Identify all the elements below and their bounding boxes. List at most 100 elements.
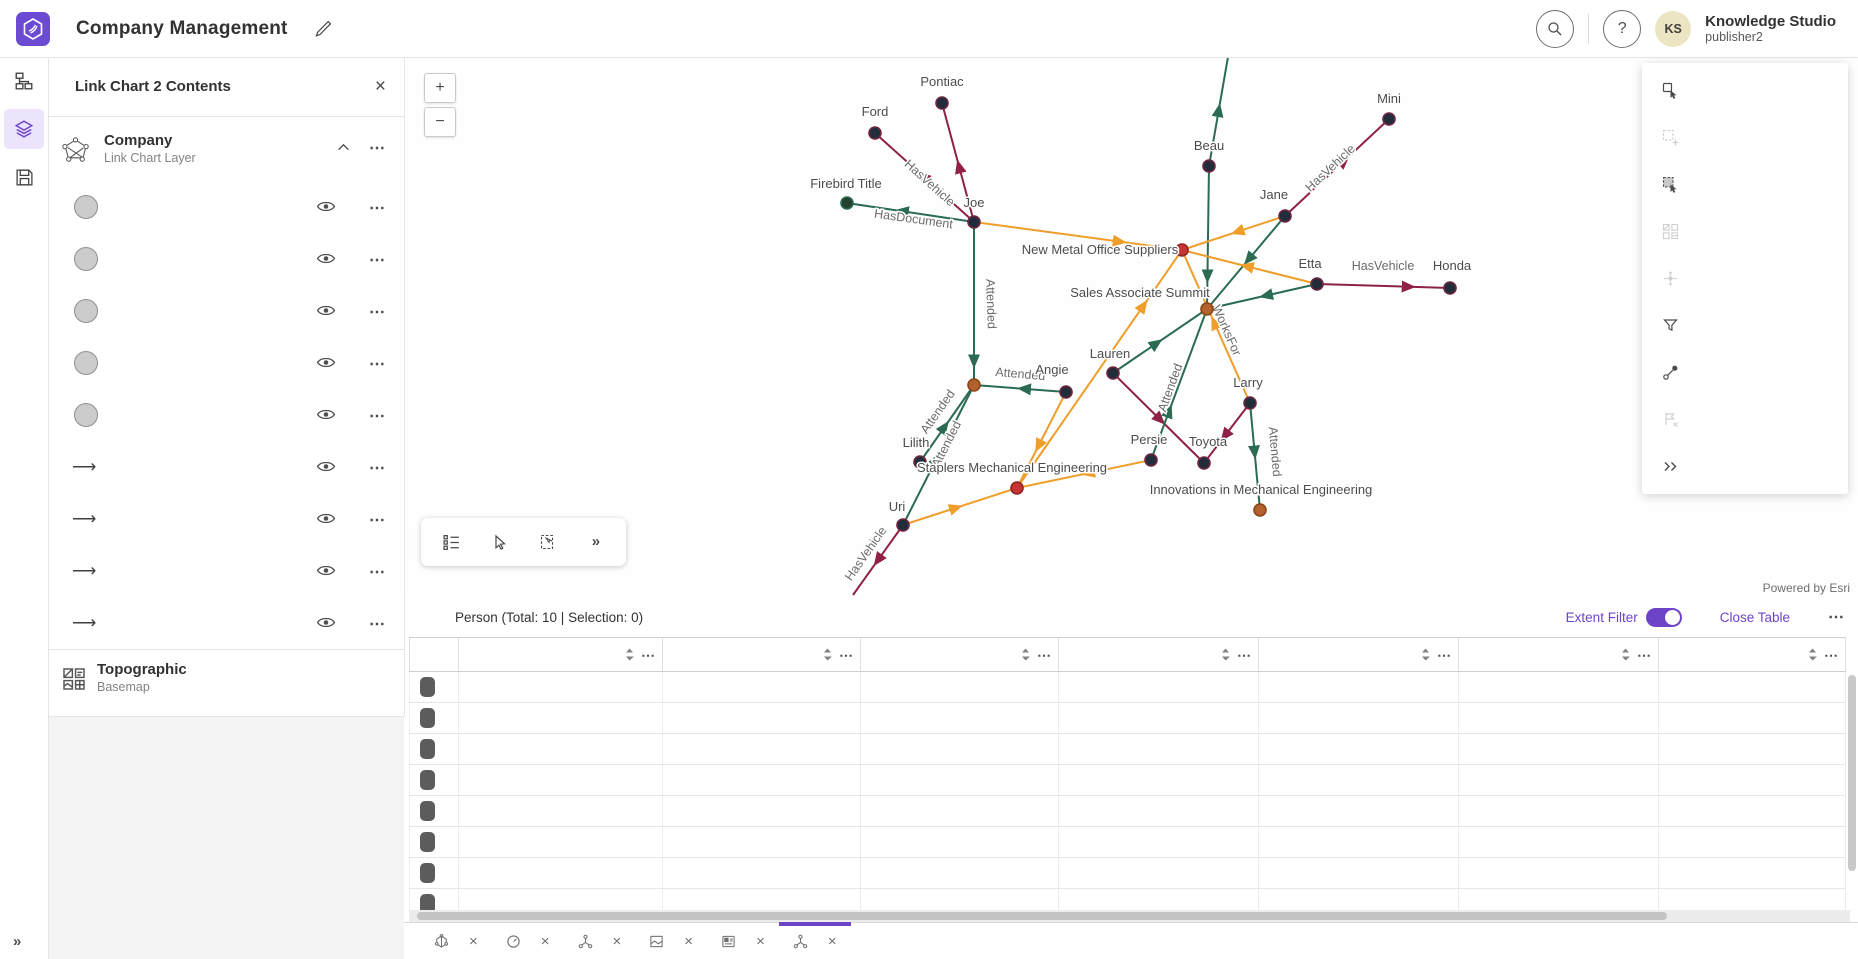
tab-dashboard[interactable]: × xyxy=(492,923,564,959)
expand-toolbar-button[interactable]: » xyxy=(577,523,615,561)
graph-edge[interactable] xyxy=(1016,249,1183,489)
item-options-icon[interactable]: ⋯ xyxy=(369,512,386,529)
item-options-icon[interactable]: ⋯ xyxy=(369,460,386,477)
column-header-phoneNumber[interactable]: ⋯ xyxy=(662,638,860,671)
tab-close-icon[interactable]: × xyxy=(540,932,550,950)
vertical-scrollbar-thumb[interactable] xyxy=(1848,675,1856,871)
sort-icon[interactable] xyxy=(1421,648,1430,661)
layer-item-attended[interactable]: ⟶ ⋯ xyxy=(48,545,404,597)
menu-item-select-all[interactable] xyxy=(1642,161,1848,208)
graph-node-toyota[interactable] xyxy=(1197,456,1211,470)
layer-item-company[interactable]: ⋯ xyxy=(48,181,404,233)
graph-node-mini[interactable] xyxy=(1382,112,1396,126)
pointer-button[interactable] xyxy=(480,523,518,561)
item-options-icon[interactable]: ⋯ xyxy=(369,616,386,633)
item-options-icon[interactable]: ⋯ xyxy=(369,252,386,269)
sort-icon[interactable] xyxy=(823,648,832,661)
column-header-lastName[interactable]: ⋯ xyxy=(1058,638,1258,671)
select-all-column-header[interactable] xyxy=(409,638,458,671)
eye-icon[interactable] xyxy=(316,512,336,525)
panel-close-icon[interactable]: × xyxy=(374,76,386,97)
edit-title-icon[interactable] xyxy=(314,20,332,38)
extent-filter-toggle[interactable] xyxy=(1645,608,1682,627)
graph-node-uri[interactable] xyxy=(896,518,910,532)
item-options-icon[interactable]: ⋯ xyxy=(369,408,386,425)
tab-map[interactable]: × xyxy=(635,923,707,959)
sort-icon[interactable] xyxy=(1808,648,1817,661)
graph-node-innov[interactable] xyxy=(1253,503,1267,517)
tab-close-icon[interactable]: × xyxy=(756,932,765,950)
zoom-in-button[interactable]: + xyxy=(424,73,456,103)
item-options-icon[interactable]: ⋯ xyxy=(369,564,386,581)
avatar[interactable]: KS xyxy=(1655,10,1692,47)
graph-node-honda[interactable] xyxy=(1443,281,1457,295)
select-rectangle-button[interactable] xyxy=(529,523,567,561)
column-header-ESRI__ID[interactable]: ⋯ xyxy=(1658,638,1846,671)
graph-node-nmos[interactable] xyxy=(1175,243,1189,257)
graph-node-larry[interactable] xyxy=(1243,396,1257,410)
row-checkbox[interactable] xyxy=(420,863,435,883)
graph-edge[interactable] xyxy=(846,202,975,223)
column-options-icon[interactable]: ⋯ xyxy=(839,646,854,663)
layer-item-hasvehicle[interactable]: ⟶ ⋯ xyxy=(48,441,404,493)
tab-link-chart[interactable]: × xyxy=(564,923,636,959)
table-options-icon[interactable]: ⋯ xyxy=(1828,608,1845,626)
tab-close-icon[interactable]: × xyxy=(612,932,622,950)
graph-node-angie[interactable] xyxy=(1059,385,1073,399)
menu-item-collapse[interactable] xyxy=(1642,443,1848,490)
legend-list-button[interactable] xyxy=(432,523,470,561)
tab-link-chart-2[interactable]: × xyxy=(778,922,851,959)
tab-close-icon[interactable]: × xyxy=(684,932,694,950)
layer-item-person[interactable]: ⋯ xyxy=(48,389,404,441)
sort-icon[interactable] xyxy=(625,648,634,661)
row-checkbox[interactable] xyxy=(420,677,435,697)
layer-item-conference[interactable]: ⋯ xyxy=(48,285,404,337)
rail-layers-button[interactable] xyxy=(0,105,48,153)
sort-icon[interactable] xyxy=(1621,648,1630,661)
help-button[interactable]: ? xyxy=(1603,9,1642,48)
eye-icon[interactable] xyxy=(316,304,336,317)
column-header-firstName[interactable]: ⋯ xyxy=(860,638,1058,671)
close-table-button[interactable]: Close Table xyxy=(1719,610,1790,625)
graph-edge[interactable] xyxy=(1181,249,1318,285)
eye-icon[interactable] xyxy=(316,200,336,213)
graph-node-jane[interactable] xyxy=(1278,209,1292,223)
column-options-icon[interactable]: ⋯ xyxy=(1437,646,1452,663)
row-checkbox[interactable] xyxy=(420,770,435,790)
graph-node-conf2[interactable] xyxy=(967,378,981,392)
graph-edge[interactable] xyxy=(1112,372,1205,464)
vertical-scrollbar[interactable] xyxy=(1848,673,1856,907)
graph-edge[interactable] xyxy=(1316,283,1451,289)
graph-node-lilith[interactable] xyxy=(913,455,927,469)
layer-group-header[interactable]: Company Link Chart Layer ⋯ xyxy=(48,117,404,181)
horizontal-scrollbar-thumb[interactable] xyxy=(417,912,1667,920)
layer-item-hasdocument[interactable]: ⟶ ⋯ xyxy=(48,597,404,649)
menu-item-selection-manager[interactable] xyxy=(1642,67,1848,114)
row-checkbox[interactable] xyxy=(420,801,435,821)
graph-node-lauren[interactable] xyxy=(1106,366,1120,380)
graph-node-pontiac[interactable] xyxy=(935,96,949,110)
graph-node-firebird[interactable] xyxy=(840,196,854,210)
eye-icon[interactable] xyxy=(316,252,336,265)
row-checkbox[interactable] xyxy=(420,832,435,852)
column-options-icon[interactable]: ⋯ xyxy=(1237,646,1252,663)
layer-item-document[interactable]: ⋯ xyxy=(48,233,404,285)
eye-icon[interactable] xyxy=(316,356,336,369)
row-checkbox[interactable] xyxy=(420,739,435,759)
graph-node-ford[interactable] xyxy=(868,126,882,140)
zoom-out-button[interactable]: − xyxy=(424,107,456,137)
sort-icon[interactable] xyxy=(1021,648,1030,661)
column-header-name[interactable]: ⋯ xyxy=(458,638,662,671)
column-options-icon[interactable]: ⋯ xyxy=(1637,646,1652,663)
search-button[interactable] xyxy=(1536,9,1575,48)
graph-edge[interactable] xyxy=(1206,165,1210,310)
graph-node-etta[interactable] xyxy=(1310,277,1324,291)
menu-item-layout-options[interactable] xyxy=(1642,349,1848,396)
eye-icon[interactable] xyxy=(316,564,336,577)
layer-item-vehicle[interactable]: ⋯ xyxy=(48,337,404,389)
graph-edge[interactable] xyxy=(1203,402,1251,464)
tab-close-icon[interactable]: × xyxy=(827,932,837,950)
graph-node-sas[interactable] xyxy=(1200,302,1214,316)
graph-edge[interactable] xyxy=(1150,308,1208,461)
graph-node-staplers[interactable] xyxy=(1010,481,1024,495)
